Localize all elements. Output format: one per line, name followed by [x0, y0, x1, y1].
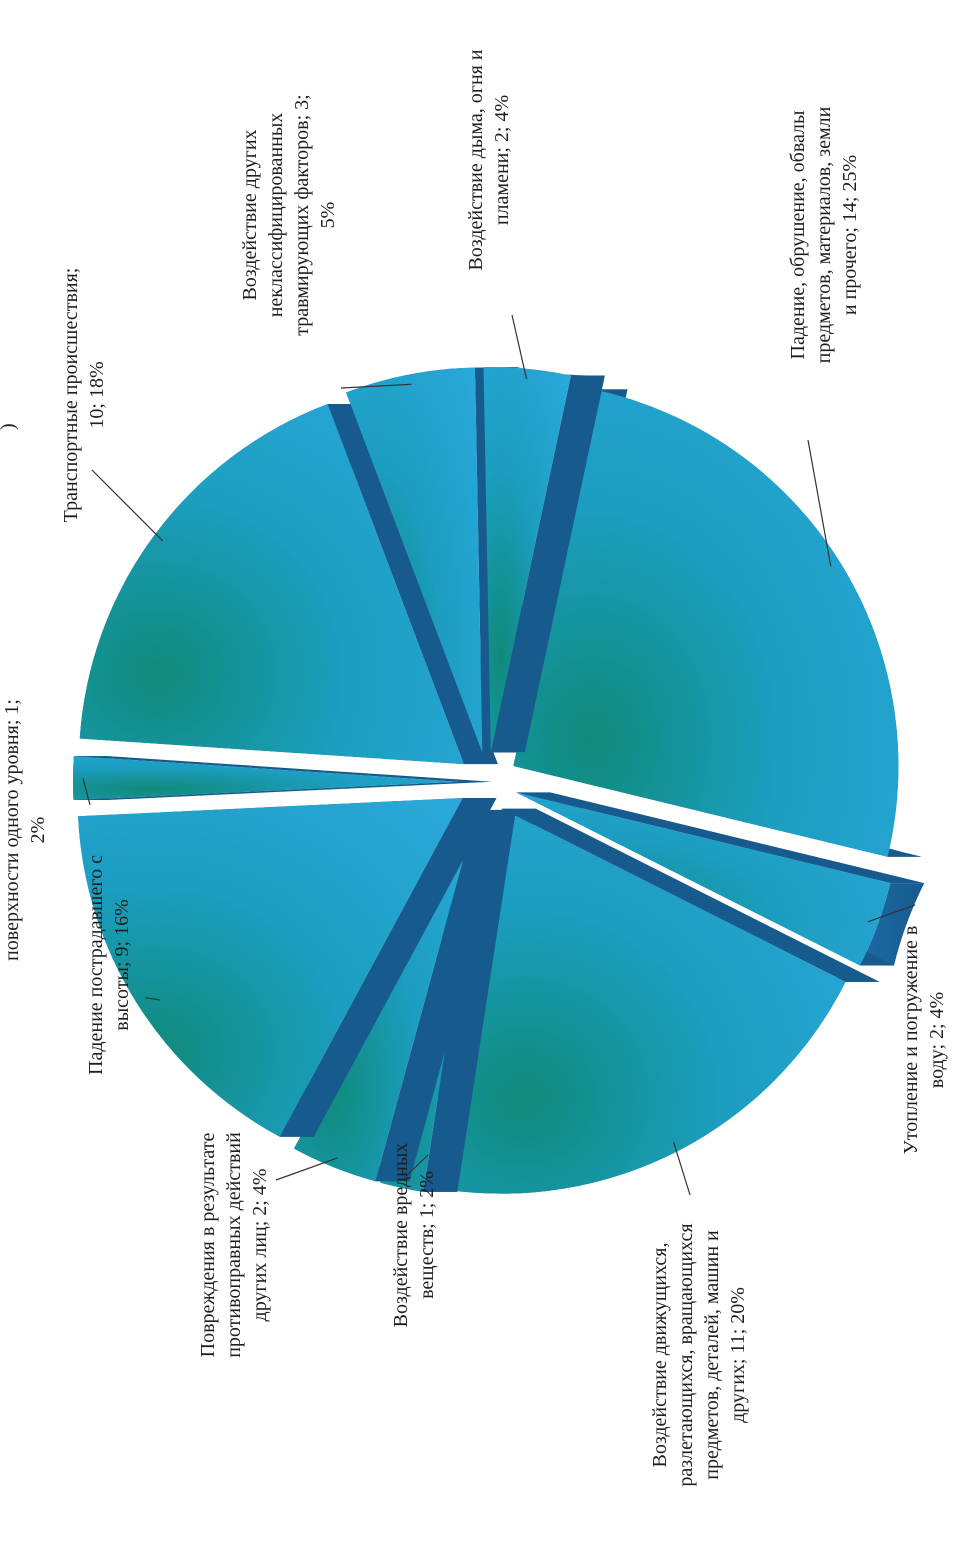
slice-label-line: 10; 18%	[86, 361, 108, 428]
slice-label-line: высоты; 9; 16%	[111, 899, 133, 1030]
pie-slice-face-7	[73, 756, 459, 801]
pie-slice-3	[443, 808, 880, 1194]
slice-label-line: других лиц; 2; 4%	[249, 1169, 271, 1322]
pie-slice-10	[483, 367, 605, 753]
leader-line-3	[673, 1141, 691, 1196]
slice-label-line: Воздействие дыма, огня и	[465, 49, 487, 270]
slice-label-line: веществ; 1; 2%	[416, 1171, 438, 1299]
pie-slice-face-8	[79, 404, 464, 765]
slice-label-line: Воздействие других	[239, 129, 261, 300]
chart-title-fragment: )	[0, 423, 19, 430]
slice-label-line: пламени; 2; 4%	[491, 95, 513, 225]
slice-label-транспортные-происшествия: Транспортные происшествия; 10; 18%	[60, 268, 108, 523]
chart-title-area: )	[0, 423, 19, 430]
pie-slice-9	[346, 367, 517, 753]
leader-line-5	[275, 1157, 338, 1181]
leader-line-1	[807, 439, 832, 567]
slice-label-line: поверхности одного уровня; 1;	[1, 699, 23, 961]
slice-label-line: 2%	[27, 817, 49, 844]
slice-label-line: Воздействие движущихся,	[649, 1242, 671, 1467]
pie-slice-face-1	[513, 389, 899, 857]
slice-label-line: противоправных действий	[223, 1132, 245, 1358]
pie-slice-face-3	[443, 808, 846, 1194]
pie-slice-wall-6	[78, 797, 497, 1137]
slice-label-line: Транспортные происшествия;	[60, 268, 82, 523]
pie-slice-face-6	[78, 797, 463, 1137]
slice-label-line: травмирующих факторов; 3;	[291, 94, 313, 335]
slice-label-воздействие-движущихся-разлетающихся-вра: Воздействие движущихся, разлетающихся, вр…	[649, 1223, 749, 1486]
slice-label-line: Воздействие вредных	[390, 1143, 412, 1328]
pie-slice-face-2	[516, 792, 891, 966]
slice-label-line: Повреждения в результате	[197, 1133, 219, 1358]
pie-slice-side-2	[860, 883, 925, 966]
slice-label-воздействие-вредных-веществ: Воздействие вредных веществ; 1; 2%	[390, 1143, 438, 1328]
leader-line-7	[82, 777, 91, 806]
slice-label-line: других; 11; 20%	[727, 1287, 749, 1423]
leader-line-6	[145, 997, 161, 1001]
pie-slices	[73, 367, 925, 1194]
pie-labels: Падение, обрушение, обвалы предметов, мат…	[0, 49, 948, 1486]
slice-label-line: Утопление и погружение в	[900, 926, 922, 1155]
slice-label-line: предметов, деталей, машин и	[701, 1230, 723, 1480]
slice-label-воздействие-дыма-огня-и-пламени: Воздействие дыма, огня и пламени; 2; 4%	[465, 49, 513, 270]
slice-label-line: 5%	[317, 202, 339, 229]
pie-slice-face-10	[483, 367, 571, 753]
slice-label-воздействие-других-неклассифицированных-: Воздействие других неклассифицированных тр…	[239, 94, 339, 335]
slice-label-line: Падение пострадавшего с	[85, 855, 107, 1075]
pie-slice-2	[516, 792, 925, 966]
slice-label-утопление-и-погружение-в-воду: Утопление и погружение в воду; 2; 4%	[900, 926, 948, 1155]
slice-label-line: воду; 2; 4%	[926, 992, 948, 1088]
leader-line-10	[511, 314, 528, 379]
leader-line-8	[91, 469, 164, 542]
slice-label-падение-на-ровной-поверхности-одного-уро: Падение на ровнойповерхности одного уров…	[0, 699, 49, 961]
slice-label-line: предметов, материалов, земли	[813, 106, 835, 363]
slice-label-падение-обрушение-обвалы-предметов-матер: Падение, обрушение, обвалы предметов, мат…	[787, 106, 861, 363]
pie-slice-6	[78, 797, 497, 1137]
leader-line-9	[340, 383, 412, 389]
slice-label-line: разлетающихся, вращающихся	[675, 1223, 697, 1486]
pie-slice-wall-3	[443, 808, 880, 1190]
leader-line-4	[403, 1154, 429, 1179]
pie-slice-7	[73, 756, 493, 801]
pie-slice-wall-7	[73, 756, 493, 801]
pie-slice-1	[513, 389, 922, 857]
slice-label-падение-пострадавшего-с-высоты: Падение пострадавшего с высоты; 9; 16%	[85, 855, 133, 1075]
leader-line-2	[867, 904, 916, 923]
slice-label-line: неклассифицированных	[265, 113, 287, 318]
pie-slice-face-9	[346, 367, 483, 753]
slice-label-line: и прочего; 14; 25%	[839, 155, 861, 315]
slice-label-повреждения-в-результате-противоправных-: Повреждения в результате противоправных д…	[197, 1132, 271, 1358]
slice-label-line: Падение, обрушение, обвалы	[787, 111, 809, 360]
